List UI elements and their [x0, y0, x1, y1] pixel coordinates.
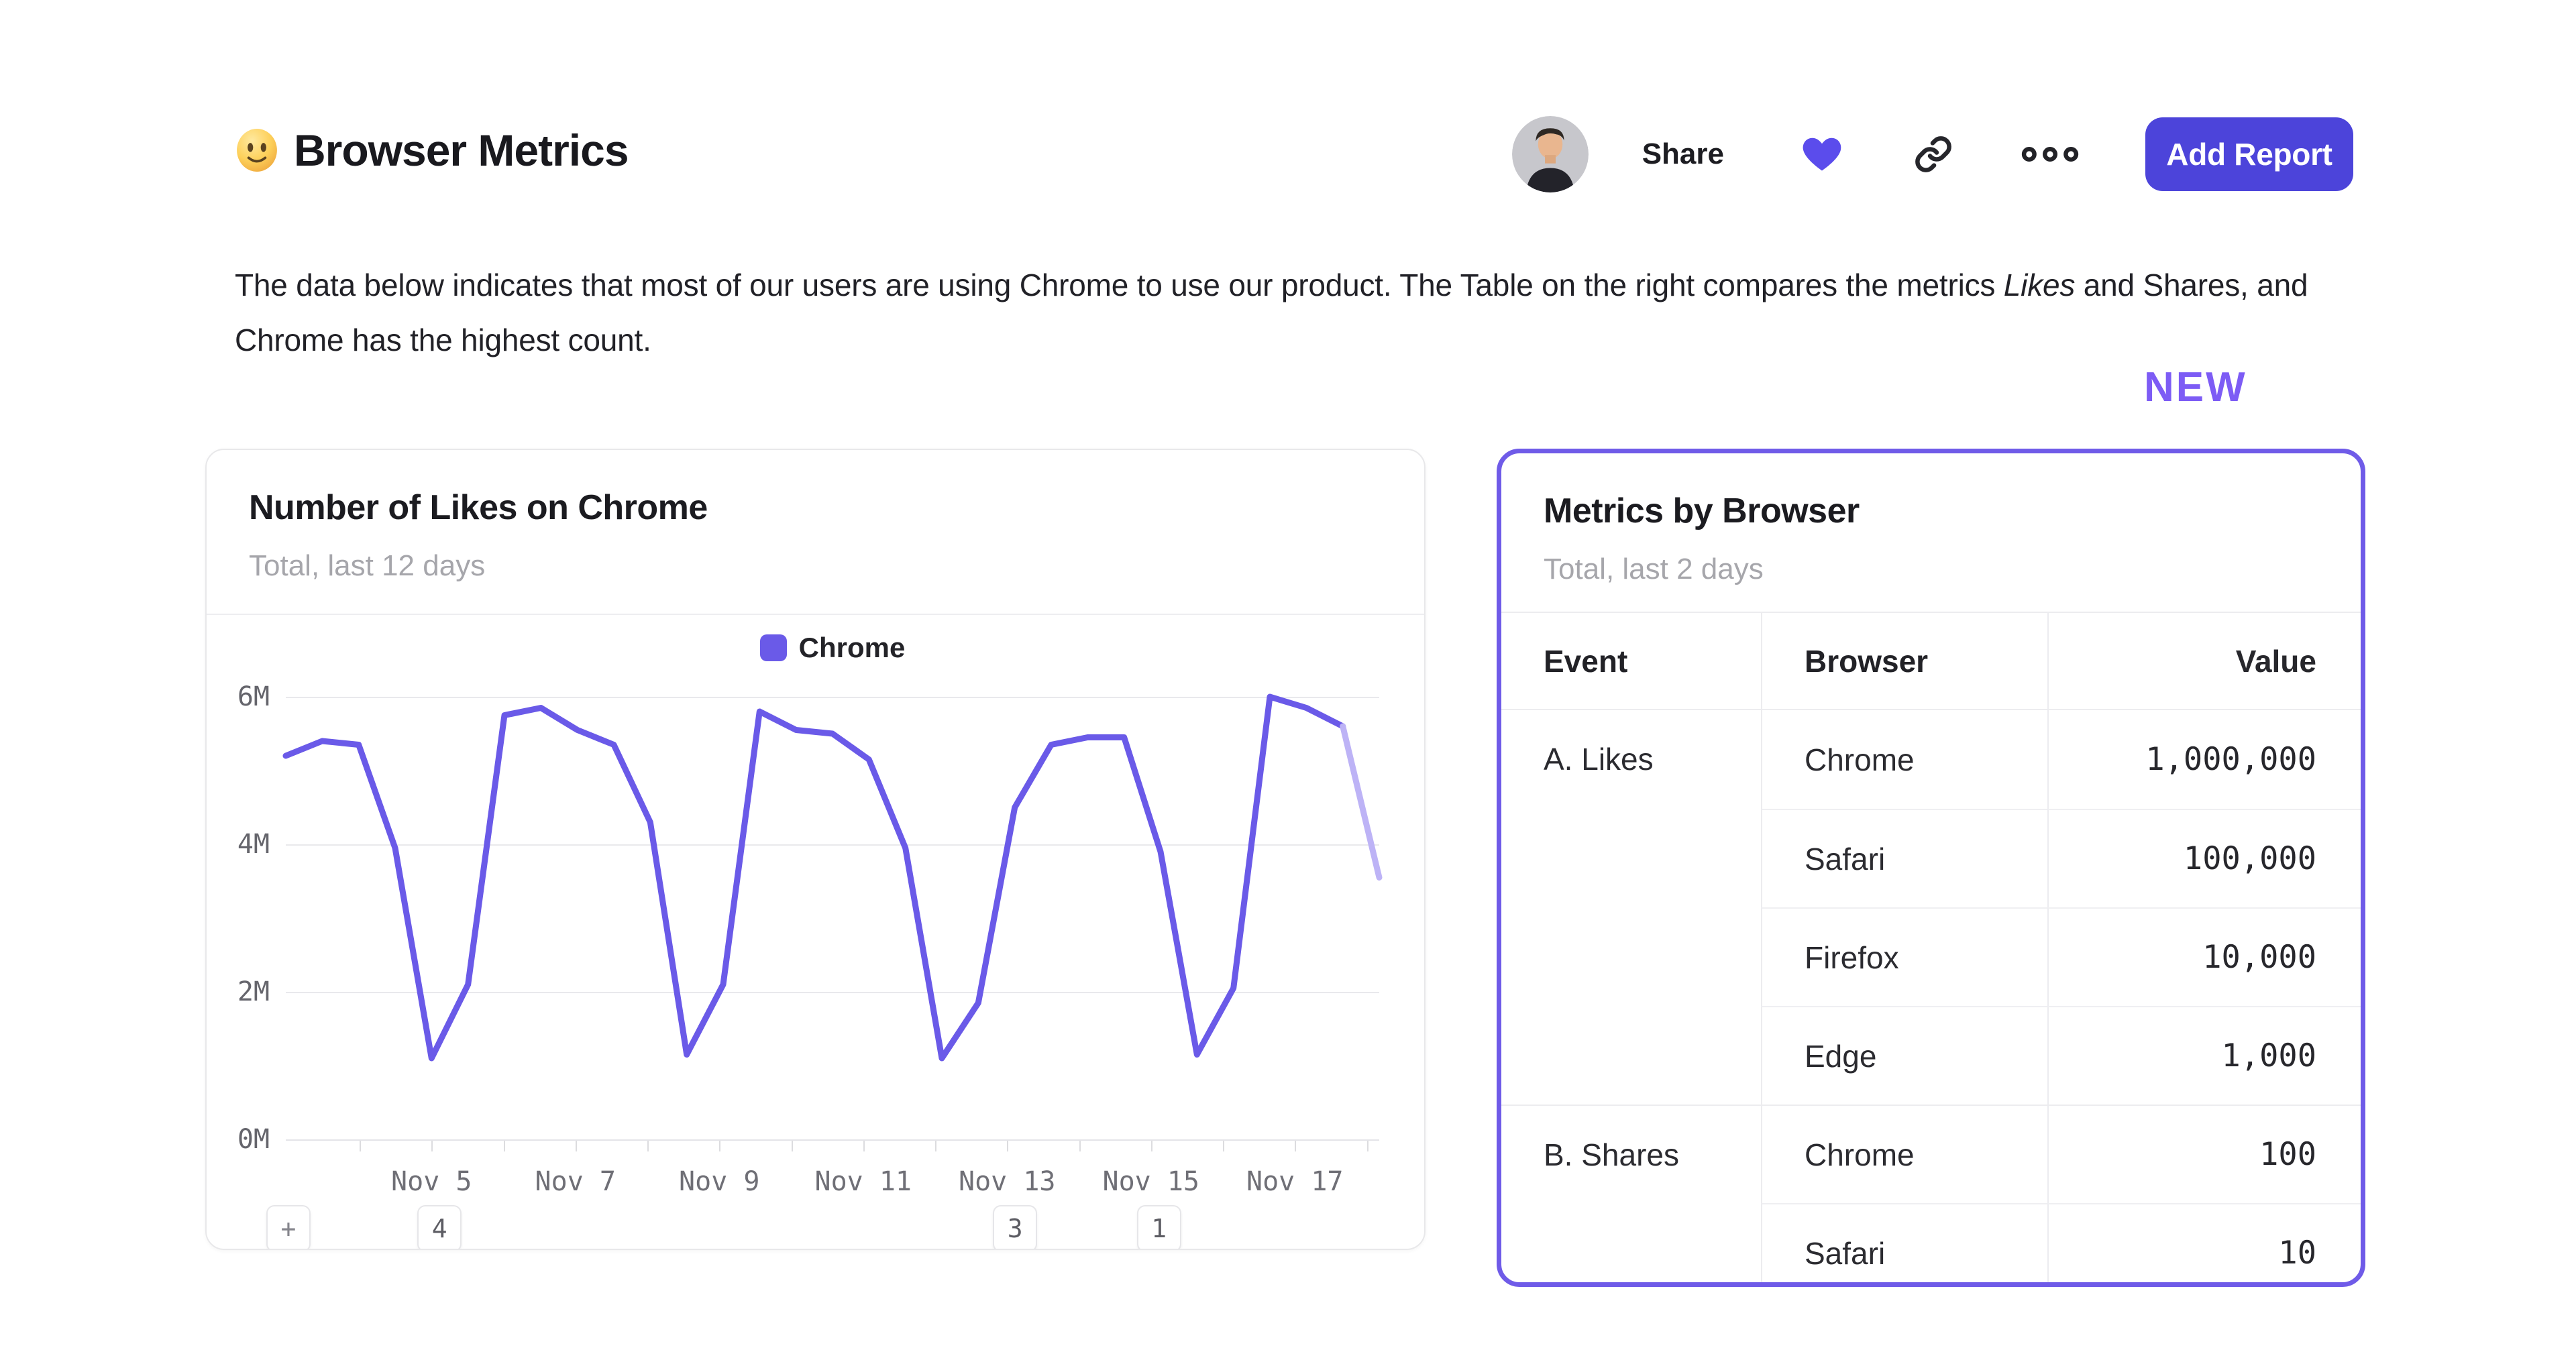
intro-text-1: The data below indicates that most of ou…: [235, 268, 2004, 302]
chart-card: Number of Likes on Chrome Total, last 12…: [205, 449, 1426, 1250]
x-axis-tick: [360, 1141, 361, 1151]
x-axis-tick: [1150, 1141, 1152, 1151]
browser-cell: Safari: [1761, 1203, 2047, 1282]
x-axis-tick: [647, 1141, 649, 1151]
intro-paragraph: The data below indicates that most of ou…: [235, 258, 2358, 368]
value-cell: 100,000: [2047, 809, 2361, 907]
annotation-badge-4[interactable]: 4: [417, 1205, 462, 1249]
page-title: Browser Metrics: [294, 125, 629, 175]
x-axis-label: Nov 11: [814, 1166, 912, 1197]
column-header-event: Event: [1501, 613, 1761, 710]
y-axis-label-6M: 6M: [237, 681, 270, 712]
browser-cell: Chrome: [1761, 710, 2047, 809]
copy-link-icon[interactable]: [1913, 134, 1953, 174]
avatar[interactable]: [1511, 116, 1589, 192]
value-cell: 1,000: [2047, 1006, 2361, 1105]
share-button[interactable]: Share: [1642, 137, 1724, 170]
gridline-4M: [286, 844, 1379, 846]
add-annotation-button[interactable]: +: [266, 1205, 311, 1249]
x-axis-tick: [863, 1141, 865, 1151]
table-card-title: Metrics by Browser: [1544, 492, 1860, 530]
gridline-2M: [286, 992, 1379, 993]
chart-legend: Chrome: [286, 631, 1379, 665]
y-axis-label-4M: 4M: [237, 829, 270, 860]
annotation-badge-1[interactable]: 1: [1136, 1205, 1181, 1249]
x-axis-label: Nov 15: [1102, 1166, 1200, 1197]
metrics-table-card: Metrics by Browser Total, last 2 days Ev…: [1497, 449, 2365, 1287]
browser-cell: Firefox: [1761, 907, 2047, 1006]
gridline-6M: [286, 697, 1379, 698]
x-axis-label: Nov 9: [679, 1166, 760, 1197]
legend-swatch-chrome: [759, 634, 787, 661]
event-cell-A. Likes: A. Likes: [1544, 742, 1654, 777]
x-axis-tick: [935, 1141, 936, 1151]
page-header: Browser Metrics: [235, 118, 629, 182]
x-axis-tick: [503, 1141, 505, 1151]
add-report-button[interactable]: Add Report: [2145, 117, 2353, 191]
card-divider: [207, 614, 1424, 615]
event-cell-B. Shares: B. Shares: [1501, 1105, 1761, 1282]
x-axis-tick: [719, 1141, 721, 1151]
smiley-emoji-icon: [235, 128, 279, 172]
table-card-subtitle: Total, last 2 days: [1544, 553, 1764, 585]
new-label: NEW: [2144, 364, 2247, 410]
x-axis-tick: [1366, 1141, 1368, 1151]
column-header-value: Value: [2047, 613, 2361, 710]
chrome-likes-line-series: [282, 693, 1383, 1062]
y-axis-label-0M: 0M: [237, 1124, 270, 1155]
y-axis-label-2M: 2M: [237, 976, 270, 1007]
header-actions: Share Add Report: [1511, 107, 2353, 201]
x-axis-label: Nov 13: [959, 1166, 1056, 1197]
browser-cell: Chrome: [1761, 1105, 2047, 1203]
legend-label-chrome: Chrome: [798, 632, 906, 663]
chart-card-subtitle: Total, last 12 days: [249, 549, 486, 582]
x-axis-label: Nov 17: [1246, 1166, 1344, 1197]
intro-italic-word: Likes: [2003, 268, 2076, 302]
x-axis-tick: [431, 1141, 433, 1151]
value-cell: 1,000,000: [2047, 710, 2361, 809]
x-axis-label: Nov 7: [535, 1166, 616, 1197]
value-cell: 10,000: [2047, 907, 2361, 1006]
x-axis-tick: [575, 1141, 577, 1151]
value-cell: 10: [2047, 1203, 2361, 1282]
intro-text-2: and Shares, and Chrome has the highest c…: [235, 268, 2308, 357]
x-axis-tick: [1295, 1141, 1297, 1151]
more-options-icon[interactable]: [2021, 145, 2080, 164]
x-axis-tick: [1007, 1141, 1009, 1151]
chart-card-title: Number of Likes on Chrome: [249, 488, 708, 527]
metrics-table: Event Browser Value A. Likes Chrome 1,000,000…: [1501, 612, 2361, 1282]
column-header-browser: Browser: [1761, 613, 2047, 710]
favorite-heart-icon[interactable]: [1799, 133, 1845, 176]
x-axis-tick: [1079, 1141, 1081, 1151]
browser-cell: Edge: [1761, 1006, 2047, 1105]
browser-cell: Safari: [1761, 809, 2047, 907]
x-axis-tick: [791, 1141, 793, 1151]
value-cell: 100: [2047, 1105, 2361, 1203]
annotation-badge-3[interactable]: 3: [993, 1205, 1038, 1249]
gridline-0M: [286, 1139, 1379, 1141]
x-axis-tick: [1223, 1141, 1224, 1151]
x-axis-label: Nov 5: [391, 1166, 472, 1197]
